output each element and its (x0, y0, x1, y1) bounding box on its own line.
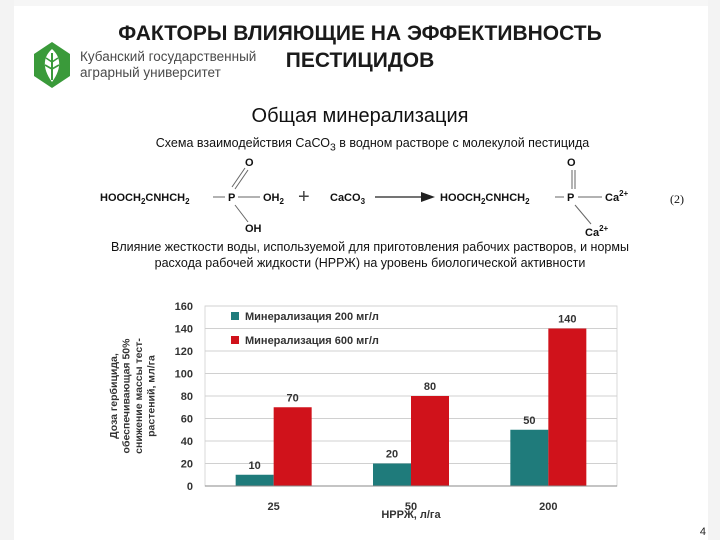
y-tick-label: 100 (175, 369, 193, 381)
data-label: 70 (287, 392, 299, 404)
university-name-line2: аграрный университет (80, 65, 221, 80)
product-o-top: O (567, 157, 576, 169)
data-label: 50 (523, 415, 535, 427)
y-tick-label: 80 (181, 391, 193, 403)
influence-caption-line2: расхода рабочей жидкости (НРРЖ) на урове… (154, 256, 586, 270)
reaction-scheme: HOOCH2​CNHCH2​ P O OH2​ OH CaCO3​ HOOCH2… (100, 157, 629, 238)
data-label: 10 (249, 460, 261, 472)
bar (548, 328, 587, 486)
bar (411, 396, 449, 486)
product-chain: HOOCH2​CNHCH2​ (440, 192, 530, 206)
x-tick-label: 25 (268, 501, 280, 513)
scheme-caption: Схема взаимодействия СаСО3 в водном раст… (100, 136, 645, 154)
legend-label: Минерализация 600 мг/л (245, 335, 379, 347)
data-label: 80 (424, 381, 436, 393)
influence-caption: Влияние жесткости воды, используемой для… (60, 239, 680, 271)
reactant-chain: HOOCH2​CNHCH2​ (100, 192, 190, 206)
reaction-arrow-icon (375, 192, 435, 202)
product-p-atom: P (567, 192, 574, 204)
bar (373, 463, 411, 486)
y-tick-label: 40 (181, 436, 193, 448)
slide-title: ФАКТОРЫ ВЛИЯЮЩИЕ НА ЭФФЕКТИВНОСТЬ ПЕСТИЦ… (118, 22, 602, 72)
scheme-caption-prefix: Схема взаимодействия СаСО (155, 136, 330, 150)
bar (273, 407, 312, 486)
reactant-oh-bottom: OH (245, 223, 262, 235)
slide-frame-left (0, 0, 14, 540)
equation-number: (2) (670, 192, 684, 206)
y-tick-label: 140 (175, 324, 193, 336)
reactant-o-top: O (245, 157, 254, 169)
y-tick-label: 120 (175, 346, 193, 358)
slide-frame-top (0, 0, 720, 6)
reaction-plus: + (298, 186, 310, 208)
scheme-caption-suffix: в водном растворе с молекулой пестицида (335, 136, 590, 150)
product-ca-bottom: Ca2+​ (585, 224, 609, 238)
y-tick-label: 160 (175, 301, 193, 313)
x-tick-label: 50 (405, 501, 417, 513)
bar (510, 429, 549, 486)
legend-swatch (231, 312, 239, 320)
reaction-bonds (213, 167, 602, 225)
influence-caption-line1: Влияние жесткости воды, используемой для… (111, 240, 629, 254)
legend-label: Минерализация 200 мг/л (245, 311, 379, 323)
scheme-caption-subscript: 3 (330, 142, 336, 154)
university-name-line1: Кубанский государственный (80, 49, 257, 64)
y-tick-label: 20 (181, 459, 193, 471)
product-ca-right: Ca2+​ (605, 189, 629, 204)
leaf-logo-icon (34, 42, 70, 88)
slide-frame-right (708, 0, 720, 540)
reagent-caco3: CaCO3​ (330, 192, 366, 206)
y-tick-label: 60 (181, 414, 193, 426)
data-label: 140 (558, 314, 576, 326)
x-axis-label: НРРЖ, л/га (381, 509, 441, 521)
reactant-oh-right: OH2​ (263, 192, 285, 206)
data-label: 20 (386, 449, 398, 461)
y-tick-label: 0 (187, 481, 193, 493)
bar (235, 474, 274, 486)
page-number: 4 (699, 526, 706, 538)
bar-chart: 0 20 40 60 80 100 120 140 160 10 70 25 20 80 50 50 140 20… (108, 301, 618, 521)
university-name: Кубанский государственный аграрный униве… (80, 49, 270, 81)
slide-subtitle: Общая минерализация (251, 105, 469, 127)
y-axis-label: Доза гербицида,обеспечивающая 50%снижени… (108, 338, 158, 454)
x-tick-label: 200 (539, 501, 557, 513)
reactant-p-atom: P (228, 192, 235, 204)
legend-swatch (231, 336, 239, 344)
